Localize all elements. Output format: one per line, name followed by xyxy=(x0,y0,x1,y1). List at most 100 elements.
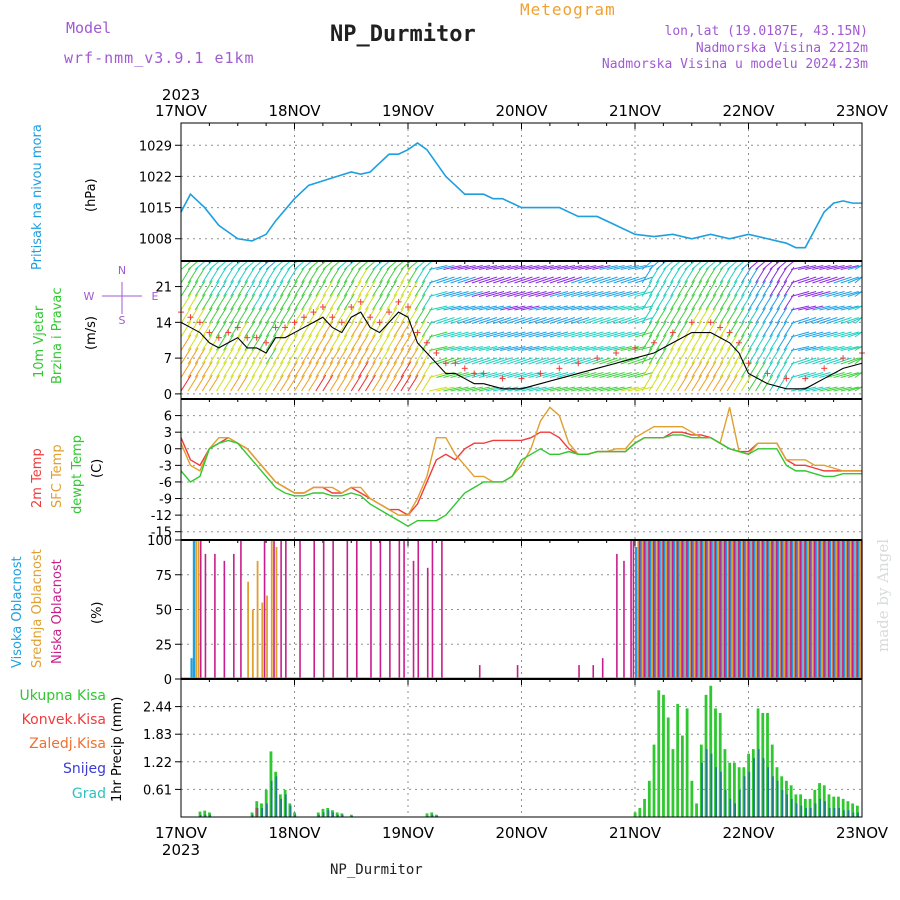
wind-barb xyxy=(421,260,433,270)
wind-barb xyxy=(372,320,383,338)
wind-barb xyxy=(322,374,334,392)
wind-barb xyxy=(279,347,291,365)
wind-barb xyxy=(436,331,455,338)
wind-barb xyxy=(719,347,731,365)
wind-barb xyxy=(627,305,647,311)
wind-barb xyxy=(599,291,618,297)
wind-barb xyxy=(464,291,483,297)
wind-barb xyxy=(662,334,674,351)
wind-barb xyxy=(563,265,583,270)
wind-barb xyxy=(208,266,220,284)
wind-barb xyxy=(805,291,824,297)
wind-barb xyxy=(648,280,660,297)
wind-barb xyxy=(790,331,810,338)
wind-barb xyxy=(443,372,462,378)
wind-barb xyxy=(606,265,625,270)
wind-barb xyxy=(698,266,710,284)
wind-barb xyxy=(400,293,412,311)
wind-barb xyxy=(514,357,533,365)
wind-barb xyxy=(563,357,583,365)
wind-barb xyxy=(662,280,674,297)
wind-barb xyxy=(542,317,561,324)
wind-barb xyxy=(599,265,618,270)
precip-total-bar xyxy=(723,749,727,817)
wind-barb xyxy=(237,293,249,311)
wind-barb xyxy=(478,265,498,270)
wind-barb xyxy=(613,305,632,311)
wind-barb xyxy=(294,293,305,311)
wind-barb xyxy=(216,293,227,311)
wind-barb xyxy=(485,346,505,351)
wind-barb xyxy=(350,361,362,378)
wind-barb xyxy=(790,357,810,365)
wind-barb xyxy=(358,260,369,270)
wind-barb xyxy=(265,334,277,351)
wind-barb xyxy=(386,260,398,270)
wind-barb xyxy=(464,276,483,284)
wind-barb xyxy=(812,386,831,392)
wind-barb xyxy=(414,293,426,311)
cloud-mid-bar xyxy=(637,540,640,679)
wind-barb xyxy=(322,347,334,365)
wind-barb xyxy=(740,280,752,297)
wind-barb xyxy=(719,361,731,378)
wind-barb xyxy=(627,357,647,365)
wind-barb xyxy=(712,307,724,324)
wind-barb xyxy=(769,307,781,324)
wind-barb xyxy=(840,386,859,392)
wind-barb xyxy=(719,320,731,338)
wind-barb xyxy=(798,265,817,270)
x-label-bottom: 23NOV xyxy=(836,824,889,842)
wind-barb xyxy=(620,357,639,365)
wind-barb xyxy=(599,372,618,378)
wind-barb xyxy=(790,291,810,297)
wind-barb xyxy=(748,260,759,270)
precip-total-bar xyxy=(250,812,254,817)
compass-n: N xyxy=(118,264,126,277)
wind-barb xyxy=(258,374,270,392)
wind-barb xyxy=(286,307,298,324)
wind-barb xyxy=(386,293,398,311)
wind-barb xyxy=(655,320,667,338)
wind-barb xyxy=(712,280,724,297)
cloud-mid-bar xyxy=(251,609,254,679)
wind-barb xyxy=(790,276,810,284)
wind-barb xyxy=(493,346,512,351)
wind-barb xyxy=(655,280,667,297)
cloud-high-bar xyxy=(847,540,851,679)
precip-total-bar xyxy=(638,807,642,817)
wind-barb xyxy=(308,320,320,338)
wind-barb xyxy=(350,347,362,365)
wind-barb xyxy=(464,265,483,270)
wind-barb xyxy=(315,280,327,297)
wind-barb xyxy=(826,291,845,297)
wind-barb xyxy=(492,331,512,338)
cloud-mid-bar xyxy=(698,540,701,679)
precip-snow-bar xyxy=(781,789,784,817)
wind-barb xyxy=(592,317,611,324)
wind-barb xyxy=(535,276,554,284)
wind-barb xyxy=(733,361,745,378)
cloud-mid-bar xyxy=(261,602,264,679)
cloud-mid-bar xyxy=(831,540,834,679)
wind-barb xyxy=(556,357,576,365)
cloud-mid-bar xyxy=(736,540,739,679)
wind-barb xyxy=(826,357,845,365)
wind-barb xyxy=(216,307,227,324)
pressure-ytick-label: 1008 xyxy=(139,233,172,248)
wind-barb xyxy=(485,265,505,270)
meteogram-label: Meteogram xyxy=(520,0,616,19)
precip-ytick-label: 1.22 xyxy=(143,756,172,771)
cloud-mid-bar xyxy=(859,540,862,679)
wind-barb xyxy=(719,374,731,392)
wind-barb xyxy=(762,361,774,378)
wind-barb xyxy=(726,293,738,311)
cloud-high-bar xyxy=(687,540,690,679)
wind-barb xyxy=(251,361,263,378)
wind-barb xyxy=(286,266,298,284)
wind-barb xyxy=(613,386,632,392)
wind-barb xyxy=(429,357,448,365)
wind-barb xyxy=(677,334,688,351)
wind-barb xyxy=(797,317,817,324)
cloud-low-bar xyxy=(842,540,844,679)
